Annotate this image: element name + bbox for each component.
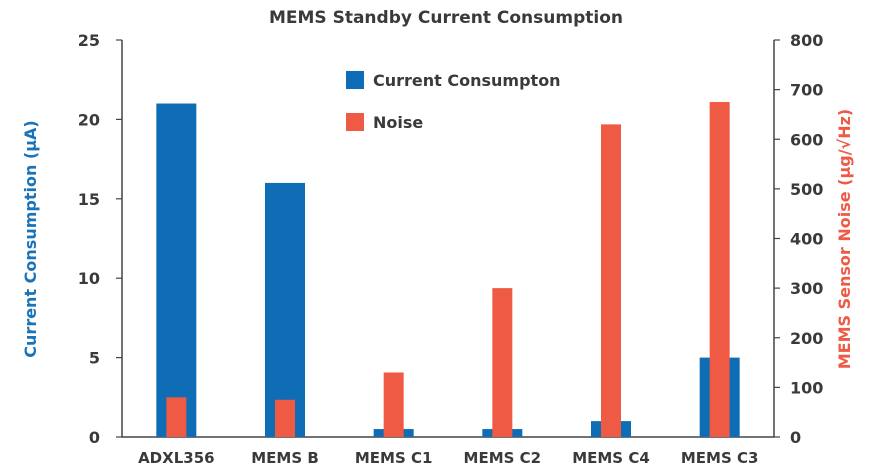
category-label: ADXL356 xyxy=(138,449,215,467)
legend-swatch-noise xyxy=(346,113,364,131)
legend: Current Consumpton Noise xyxy=(346,71,561,132)
category-label: MEMS C1 xyxy=(355,449,433,467)
category-label: MEMS C4 xyxy=(572,449,650,467)
chart-title: MEMS Standby Current Consumption xyxy=(269,8,623,28)
legend-swatch-current xyxy=(346,71,364,89)
bars xyxy=(156,102,740,438)
right-tick-label: 500 xyxy=(790,180,823,199)
bar-noise xyxy=(383,372,404,437)
right-axis-ticks: 0 100 200 300 400 500 600 700 800 xyxy=(774,31,823,447)
legend-label-current: Current Consumpton xyxy=(373,71,561,90)
left-tick-label: 5 xyxy=(89,349,100,368)
left-tick-label: 0 xyxy=(89,428,100,447)
bar-current-consumption xyxy=(265,182,305,437)
right-tick-label: 100 xyxy=(790,378,823,397)
right-tick-label: 400 xyxy=(790,230,823,249)
bar-noise xyxy=(709,102,730,437)
right-tick-label: 700 xyxy=(790,81,823,100)
left-tick-label: 25 xyxy=(78,31,100,50)
category-labels: ADXL356 MEMS B MEMS C1 MEMS C2 MEMS C4 MEMS C… xyxy=(138,449,758,467)
left-tick-label: 10 xyxy=(78,269,100,288)
category-label: MEMS C3 xyxy=(681,449,759,467)
left-axis-ticks: 0 5 10 15 20 25 xyxy=(78,31,122,447)
left-axis-label: Current Consumption (μA) xyxy=(21,120,40,357)
right-tick-label: 300 xyxy=(790,279,823,298)
bar-noise xyxy=(166,397,187,437)
right-tick-label: 0 xyxy=(790,428,801,447)
plot-frame xyxy=(121,40,775,438)
bar-noise xyxy=(492,288,513,437)
category-label: MEMS B xyxy=(251,449,319,467)
right-tick-label: 600 xyxy=(790,130,823,149)
right-tick-label: 800 xyxy=(790,31,823,50)
right-axis-label: MEMS Sensor Noise (μg/√Hz) xyxy=(835,109,854,370)
bar-noise xyxy=(601,124,621,438)
bar-current-consumption xyxy=(156,103,197,438)
left-tick-label: 15 xyxy=(78,190,100,209)
legend-label-noise: Noise xyxy=(373,113,423,132)
right-tick-label: 200 xyxy=(790,329,823,348)
category-label: MEMS C2 xyxy=(464,449,542,467)
bar-noise xyxy=(275,399,295,437)
left-tick-label: 20 xyxy=(78,110,100,129)
